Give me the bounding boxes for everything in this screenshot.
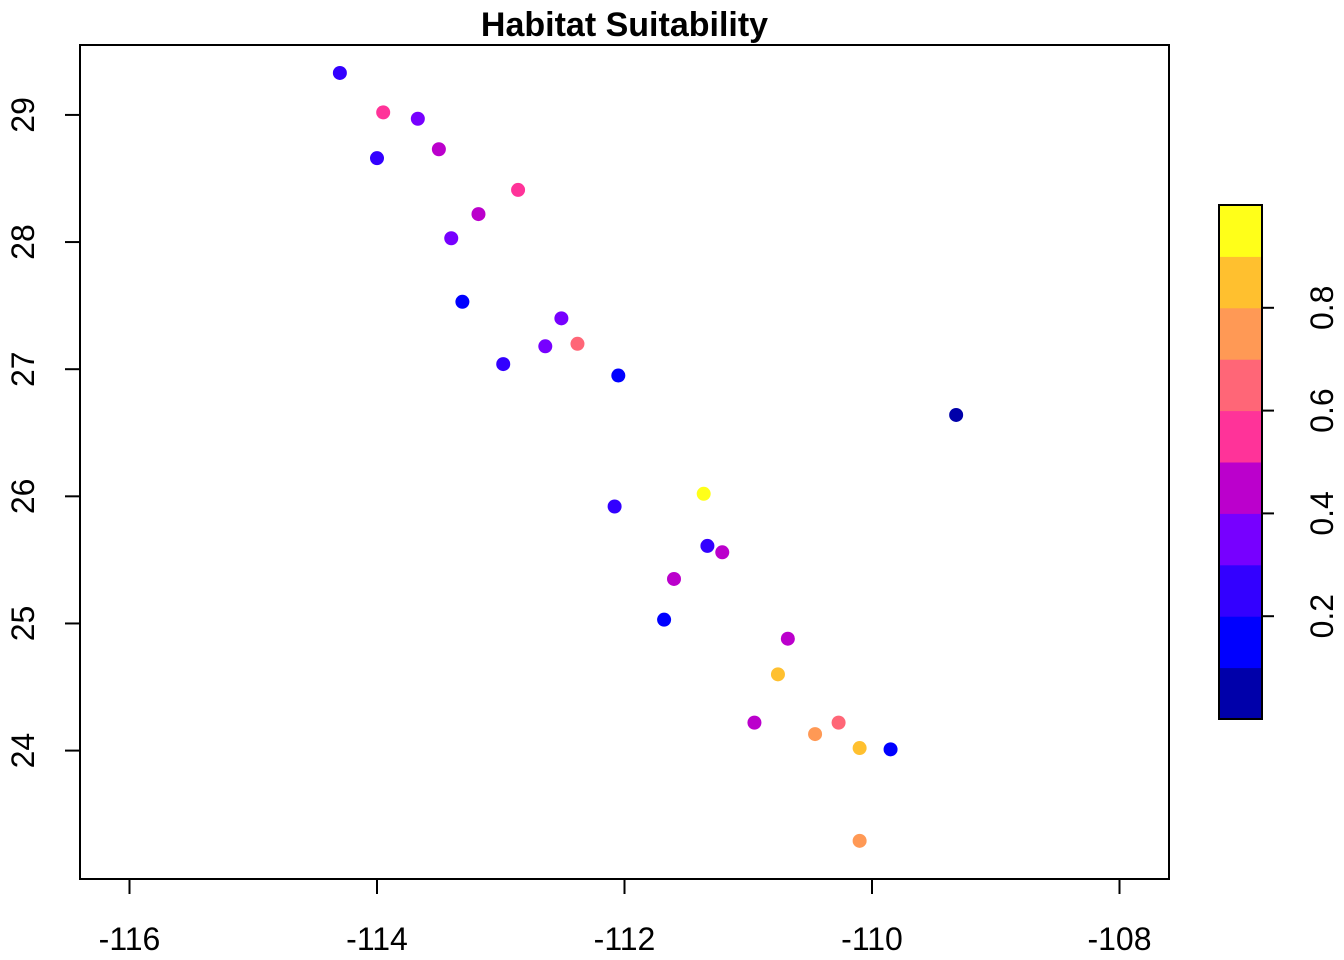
x-tick-label: -114 <box>346 921 408 957</box>
data-point <box>715 545 730 560</box>
y-tick-label: 27 <box>5 351 41 387</box>
y-tick-label: 24 <box>5 733 41 769</box>
colorbar-swatch <box>1219 667 1262 720</box>
colorbar-swatch <box>1219 307 1262 360</box>
colorbar-frame <box>1218 204 1263 720</box>
y-axis: 24 25 26 27 28 29 <box>5 97 81 769</box>
data-point <box>883 742 898 757</box>
data-point <box>747 715 762 730</box>
y-tick-label: 26 <box>5 479 41 515</box>
data-point <box>496 357 511 372</box>
data-point <box>370 151 384 166</box>
colorbar-tick-label: 0.8 <box>1304 286 1340 330</box>
colorbar-swatch <box>1219 564 1262 617</box>
colorbar-swatch <box>1219 616 1262 669</box>
data-point <box>657 612 672 627</box>
colorbar-swatch <box>1219 462 1262 514</box>
data-point <box>852 741 867 756</box>
data-point <box>554 311 569 326</box>
data-point <box>332 65 347 80</box>
data-point <box>444 231 459 246</box>
data-point <box>455 294 470 309</box>
y-tick-label: 25 <box>5 606 41 642</box>
data-point <box>570 336 585 351</box>
data-point <box>410 111 425 126</box>
data-point <box>431 142 446 157</box>
data-point <box>696 486 711 501</box>
data-point <box>667 571 681 586</box>
data-point <box>852 833 867 848</box>
x-tick-label: -112 <box>594 921 656 957</box>
colorbar-tick-label: 0.6 <box>1304 388 1340 432</box>
colorbar-tick-label: 0.4 <box>1304 491 1340 535</box>
x-tick-label: -110 <box>841 921 903 957</box>
data-point <box>700 538 715 553</box>
plot-area <box>79 44 1170 880</box>
data-point <box>949 407 964 422</box>
x-tick-label: -116 <box>99 921 161 957</box>
x-tick-label: -108 <box>1087 921 1151 957</box>
data-point <box>611 368 626 383</box>
data-point <box>607 499 622 514</box>
colorbar-swatch <box>1219 256 1262 309</box>
data-point <box>471 207 486 222</box>
colorbar-swatch <box>1219 513 1262 566</box>
data-point <box>808 727 823 742</box>
y-tick-label: 29 <box>5 97 41 133</box>
data-point <box>511 182 526 197</box>
data-point <box>831 715 846 730</box>
data-point <box>780 631 795 646</box>
data-point <box>538 339 553 354</box>
data-point <box>770 667 785 682</box>
colorbar-tick-label: 0.2 <box>1304 594 1340 638</box>
colorbar-legend: 0.2 0.4 0.6 0.8 <box>1218 204 1340 720</box>
data-points <box>332 65 964 848</box>
x-axis: -116 -114 -112 -110 -108 <box>99 878 1152 957</box>
colorbar-swatch <box>1219 410 1262 463</box>
y-tick-label: 28 <box>5 224 41 260</box>
colorbar-swatch <box>1219 359 1262 412</box>
data-point <box>376 105 391 120</box>
colorbar-swatch <box>1219 205 1262 257</box>
chart-title: Habitat Suitability <box>481 6 768 44</box>
